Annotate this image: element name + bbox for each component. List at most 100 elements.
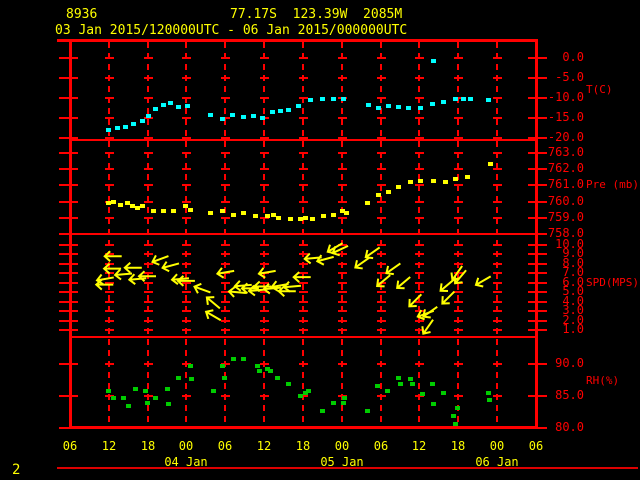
gridline-crossbar xyxy=(377,272,386,274)
data-point-temperature xyxy=(185,104,190,108)
gridline-crossbar xyxy=(260,272,269,274)
gridline-crossbar xyxy=(144,329,153,331)
data-point-temperature xyxy=(406,106,411,110)
gridline-crossbar xyxy=(182,291,191,293)
gridline-crossbar xyxy=(299,201,308,203)
data-point-temperature xyxy=(270,110,275,114)
gridline-crossbar xyxy=(182,117,191,119)
gridline-crossbar xyxy=(338,263,347,265)
data-point-temperature xyxy=(230,113,235,117)
data-point-temperature xyxy=(131,122,136,126)
gridline-crossbar xyxy=(338,272,347,274)
right-edge-tick xyxy=(528,329,547,331)
left-edge-tick xyxy=(59,363,78,365)
data-point-pressure xyxy=(465,175,470,179)
panel-divider xyxy=(72,336,535,338)
gridline-crossbar xyxy=(144,201,153,203)
gridline-crossbar xyxy=(415,137,424,139)
x-axis-hour-label: 12 xyxy=(411,439,427,453)
gridline-crossbar xyxy=(415,57,424,59)
data-point-temperature xyxy=(430,102,435,106)
gridline-crossbar xyxy=(221,97,230,99)
gridline-crossbar xyxy=(338,301,347,303)
gridline-crossbar xyxy=(454,310,463,312)
data-point-pressure xyxy=(396,185,401,189)
y-tick-label: -10.0 xyxy=(547,90,584,104)
gridline-crossbar xyxy=(144,97,153,99)
data-point-temperature xyxy=(278,109,283,113)
data-point-temperature xyxy=(106,128,111,132)
x-axis-hour-label: 12 xyxy=(101,439,117,453)
y-tick-label: 10.0 xyxy=(555,237,584,251)
y-tick-label: 80.0 xyxy=(555,420,584,434)
gridline-crossbar xyxy=(182,263,191,265)
gridline-crossbar xyxy=(182,320,191,322)
gridline-crossbar xyxy=(299,291,308,293)
gridline-crossbar xyxy=(105,291,114,293)
gridline-crossbar xyxy=(105,253,114,255)
gridline-crossbar xyxy=(377,253,386,255)
gridline-crossbar xyxy=(377,282,386,284)
data-point-temperature xyxy=(308,98,313,102)
screen-bottom-rule xyxy=(57,467,638,469)
gridline-crossbar xyxy=(105,320,114,322)
gridline-crossbar xyxy=(415,329,424,331)
left-edge-tick xyxy=(59,137,78,139)
data-point-pressure xyxy=(208,211,213,215)
data-point-relative_humidity xyxy=(341,401,346,405)
gridline-crossbar xyxy=(454,272,463,274)
gridline-crossbar xyxy=(260,152,269,154)
data-point-relative_humidity xyxy=(188,364,193,368)
gridline-crossbar xyxy=(493,97,502,99)
gridline-crossbar xyxy=(415,363,424,365)
left-edge-tick xyxy=(59,301,78,303)
left-edge-tick xyxy=(59,117,78,119)
gridline-crossbar xyxy=(105,117,114,119)
gridline-crossbar xyxy=(454,77,463,79)
gridline-crossbar xyxy=(144,253,153,255)
data-point-relative_humidity xyxy=(153,396,158,400)
gridline-crossbar xyxy=(493,217,502,219)
gridline-crossbar xyxy=(415,253,424,255)
left-edge-tick xyxy=(59,201,78,203)
gridline-crossbar xyxy=(415,244,424,246)
gridline-crossbar xyxy=(338,320,347,322)
data-point-relative_humidity xyxy=(342,396,347,400)
gridline-crossbar xyxy=(493,310,502,312)
data-point-relative_humidity xyxy=(286,382,291,386)
data-point-temperature xyxy=(146,114,151,118)
gridline-crossbar xyxy=(454,329,463,331)
gridline-crossbar xyxy=(338,77,347,79)
gridline-crossbar xyxy=(182,97,191,99)
data-point-pressure xyxy=(171,209,176,213)
gridline-crossbar xyxy=(260,263,269,265)
gridline-crossbar xyxy=(105,184,114,186)
x-axis-hour-label: 06 xyxy=(217,439,233,453)
gridline-crossbar xyxy=(299,253,308,255)
y-tick-label: -20.0 xyxy=(547,130,584,144)
gridline-crossbar xyxy=(493,301,502,303)
right-edge-tick xyxy=(528,137,547,139)
gridline-crossbar xyxy=(182,184,191,186)
x-axis-date-label: 06 Jan xyxy=(475,455,519,469)
gridline-crossbar xyxy=(105,57,114,59)
y-tick-label: 5.0 xyxy=(562,284,584,298)
data-point-temperature xyxy=(168,101,173,105)
gridline-crossbar xyxy=(454,97,463,99)
gridline-crossbar xyxy=(493,168,502,170)
gridline-crossbar xyxy=(338,282,347,284)
gridline-crossbar xyxy=(338,168,347,170)
data-point-relative_humidity xyxy=(451,414,456,418)
gridline-crossbar xyxy=(260,57,269,59)
gridline-crossbar xyxy=(454,137,463,139)
plot-time-range: 03 Jan 2015/120000UTC - 06 Jan 2015/0000… xyxy=(55,23,408,38)
data-point-pressure xyxy=(408,180,413,184)
data-point-relative_humidity xyxy=(430,382,435,386)
gridline-crossbar xyxy=(144,184,153,186)
gridline-crossbar xyxy=(338,117,347,119)
data-point-pressure xyxy=(298,217,303,221)
gridline-crossbar xyxy=(493,282,502,284)
gridline-crossbar xyxy=(182,395,191,397)
gridline-crossbar xyxy=(377,320,386,322)
